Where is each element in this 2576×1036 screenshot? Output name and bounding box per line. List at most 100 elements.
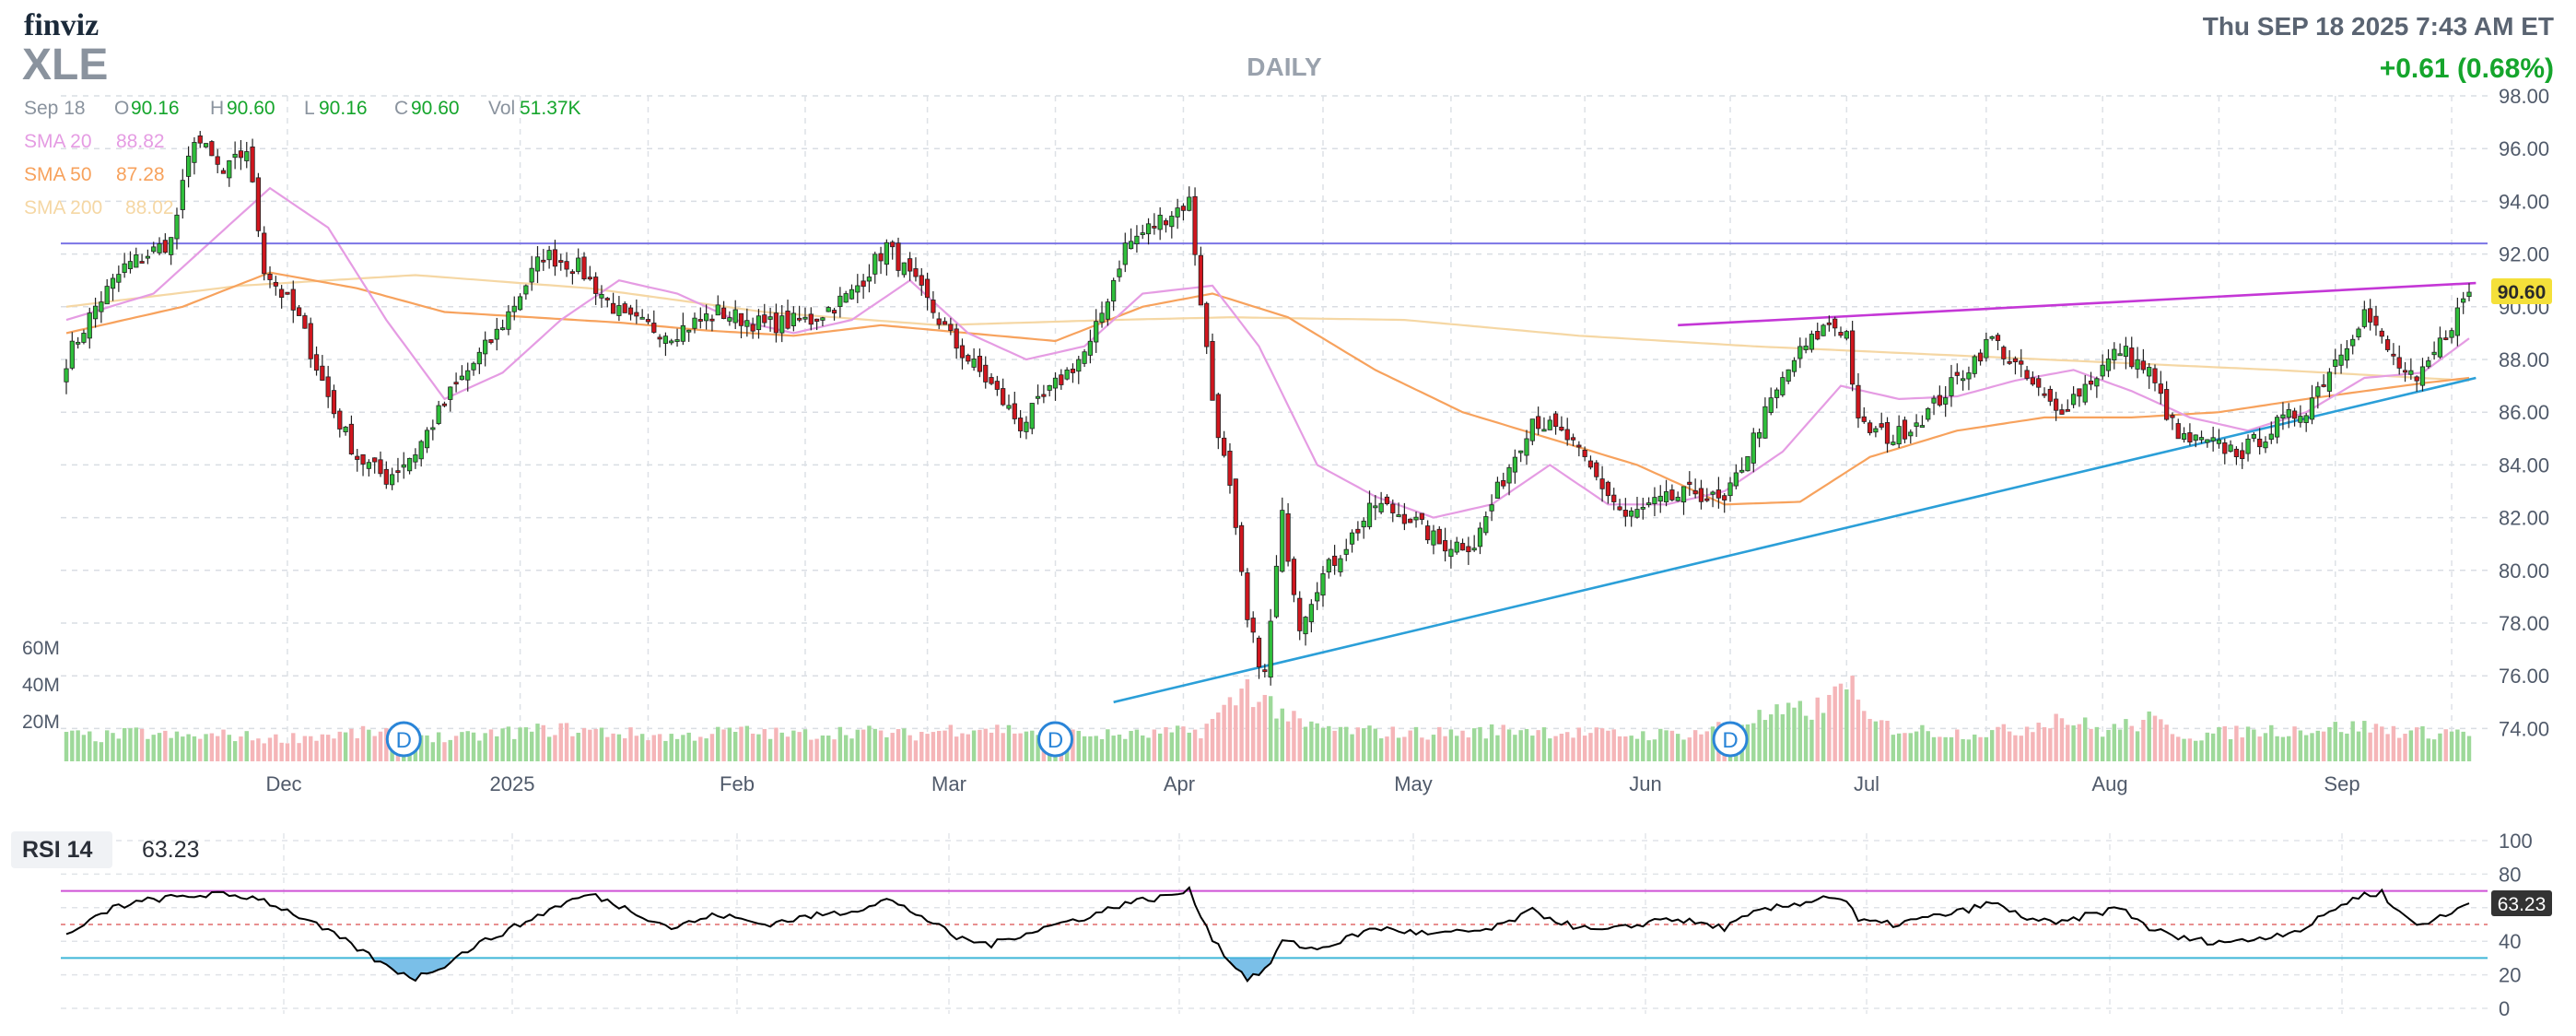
volume-bar <box>1908 733 1913 761</box>
volume-bar <box>1443 736 1447 761</box>
volume-bar <box>762 728 767 761</box>
volume-bar <box>1931 736 1937 761</box>
volume-bar <box>1327 725 1331 761</box>
volume-bar <box>593 728 598 761</box>
legend-volume-label: Vol <box>488 98 515 119</box>
candle-body <box>1640 506 1645 510</box>
volume-bar <box>1129 731 1133 761</box>
volume-bar <box>320 734 325 761</box>
candle-body <box>704 313 709 322</box>
candle-body <box>808 313 814 325</box>
volume-bar <box>221 729 226 761</box>
volume-bar <box>657 734 662 761</box>
volume-bar <box>88 731 92 761</box>
volume-bar <box>2397 737 2402 761</box>
volume-bar <box>1222 704 1226 761</box>
candle-body <box>546 250 552 261</box>
candle-body <box>558 260 564 264</box>
volume-bar <box>1530 736 1535 761</box>
volume-bar <box>1455 736 1459 761</box>
candle-body <box>1384 496 1390 504</box>
candle-body <box>1262 669 1268 673</box>
volume-bar <box>2205 732 2210 761</box>
volume-bar <box>76 730 80 761</box>
volume-bar <box>1408 730 1412 761</box>
candle-body <box>1215 394 1221 439</box>
dividend-circle <box>385 721 422 758</box>
volume-bar <box>181 736 185 761</box>
volume-bar <box>1076 730 1081 761</box>
candle-body <box>1797 346 1803 359</box>
volume-bar <box>1704 731 1709 761</box>
rsi-tick-label: 80 <box>2499 863 2521 886</box>
candle-body <box>2408 370 2414 375</box>
volume-bar <box>1762 720 1768 761</box>
candle-body <box>1436 528 1442 545</box>
candle-body <box>1111 279 1117 302</box>
candle-body <box>878 253 884 262</box>
candle-body <box>552 249 558 267</box>
volume-bar <box>2129 725 2134 761</box>
candle-body <box>2373 315 2379 326</box>
candle-body <box>441 403 448 406</box>
volume-bar <box>2217 727 2221 761</box>
volume-bar <box>843 735 849 761</box>
y-tick-label: 94.00 <box>2499 190 2549 213</box>
brand-logo[interactable]: finviz <box>24 8 99 42</box>
volume-bar <box>2345 733 2349 761</box>
volume-bar <box>2019 736 2023 761</box>
candle-body <box>1587 460 1594 468</box>
volume-bar <box>1187 732 1191 761</box>
candle-body <box>2205 439 2210 443</box>
volume-bar <box>651 735 657 761</box>
volume-bar <box>2228 739 2233 761</box>
candle-body <box>1710 491 1715 495</box>
volume-bar <box>1297 718 1302 761</box>
candle-body <box>169 237 174 255</box>
x-tick-label: Jun <box>1629 772 1661 795</box>
volume-bar <box>1599 728 1605 761</box>
volume-bar <box>1623 736 1628 761</box>
volume-bar <box>1367 725 1372 761</box>
candle-body <box>1931 397 1937 404</box>
candle-body <box>680 324 685 342</box>
candle-body <box>1669 489 1675 500</box>
candlesticks <box>64 131 2472 686</box>
candle-body <box>779 315 785 334</box>
volume-bar <box>523 727 529 761</box>
volume-bar <box>1088 736 1093 761</box>
volume-bar <box>2170 734 2175 761</box>
candle-body <box>1245 572 1250 620</box>
candle-body <box>1454 541 1459 553</box>
candle-body <box>738 312 744 326</box>
volume-bar <box>727 727 732 761</box>
volume-bar <box>954 736 959 761</box>
sma50-label: SMA 50 <box>24 164 92 185</box>
volume-bar <box>902 728 907 761</box>
candle-body <box>1501 480 1506 487</box>
volume-bar <box>2141 719 2146 761</box>
volume-bar <box>2327 726 2332 761</box>
candle-body <box>506 311 511 330</box>
candle-body <box>1052 377 1059 389</box>
dividend-letter: D <box>396 728 412 753</box>
volume-bar <box>2449 731 2454 761</box>
volume-bar <box>2356 731 2361 761</box>
candle-body <box>1838 332 1844 336</box>
y-tick-label: 76.00 <box>2499 665 2549 688</box>
volume-bar <box>1437 726 1442 761</box>
candle-body <box>1489 504 1494 512</box>
grid <box>61 95 2488 1014</box>
volume-bar <box>1606 730 1610 761</box>
volume-bar <box>163 730 168 761</box>
volume-bar <box>739 726 744 761</box>
candle-body <box>1250 618 1256 633</box>
candle-body <box>825 307 831 312</box>
rsi-tick-label: 100 <box>2499 830 2533 853</box>
candle-body <box>499 327 506 331</box>
candle-body <box>424 430 430 449</box>
candle-body <box>541 259 546 263</box>
candle-body <box>401 464 406 468</box>
volume-bar <box>732 732 738 761</box>
